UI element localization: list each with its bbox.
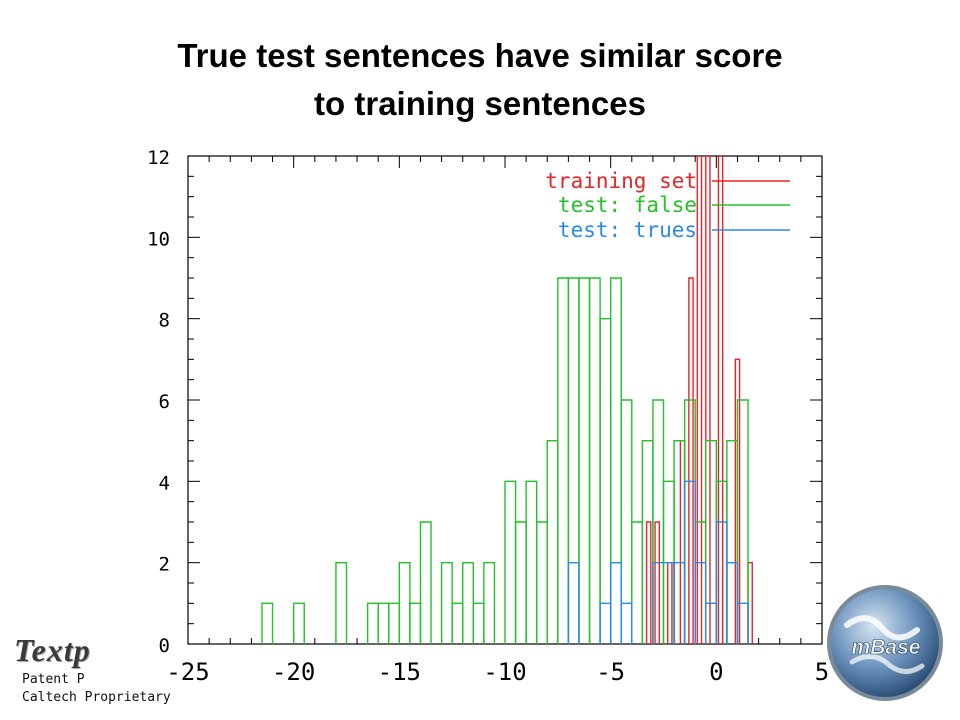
x-tick-label: -10 [483,658,526,686]
histogram-bin [292,602,305,644]
series-test-trues [567,480,749,644]
histogram-bin [261,602,274,644]
histogram-bin [736,399,749,644]
series-training-set [645,156,753,644]
histogram-bin [717,156,724,644]
y-tick-label: 8 [159,310,170,332]
y-tick-label: 4 [159,472,170,494]
y-tick-label: 10 [147,228,170,250]
title-line-2: to training sentences [314,85,646,122]
x-tick-label: -20 [272,658,315,686]
histogram-bin [654,521,660,644]
histogram-bin [620,602,633,644]
page-title: True test sentences have similar score t… [0,32,960,128]
legend-label: test: trues [558,218,697,242]
x-tick-label: 0 [709,658,723,686]
y-tick-label: 12 [147,147,170,169]
y-tick-label: 2 [159,554,170,576]
x-tick-label: -5 [596,658,625,686]
caltech-proprietary-text: Caltech Proprietary [22,690,171,705]
x-tick-label: -15 [378,658,421,686]
legend-label: test: false [558,193,697,217]
textpresso-logo-text: Textp [14,632,91,668]
y-tick-label: 0 [159,635,170,657]
legend-label: training set [545,169,697,193]
histogram-bin [734,358,741,644]
y-tick-label: 6 [159,391,170,413]
histogram-bin [696,156,703,644]
histogram-bin [736,602,749,644]
axis-tick-labels: -25 -20 -15 -10 -5 0 5 0 2 4 6 8 10 12 [147,147,829,686]
wormbase-logo-text: mBase [852,636,921,659]
histogram-bin [567,561,580,644]
x-tick-label: 5 [815,658,829,686]
histogram-bin [705,156,711,644]
histogram-series [261,156,753,644]
histogram-bin [419,521,432,644]
wormbase-logo: mBase [827,585,943,701]
x-tick-label: -25 [166,658,209,686]
patent-footer-text: Patent P [22,672,85,687]
histogram-bin [688,277,694,644]
histogram-bin [645,521,652,644]
title-line-1: True test sentences have similar score [177,37,783,74]
histogram-bin [335,561,348,644]
histogram-bin [483,561,496,644]
